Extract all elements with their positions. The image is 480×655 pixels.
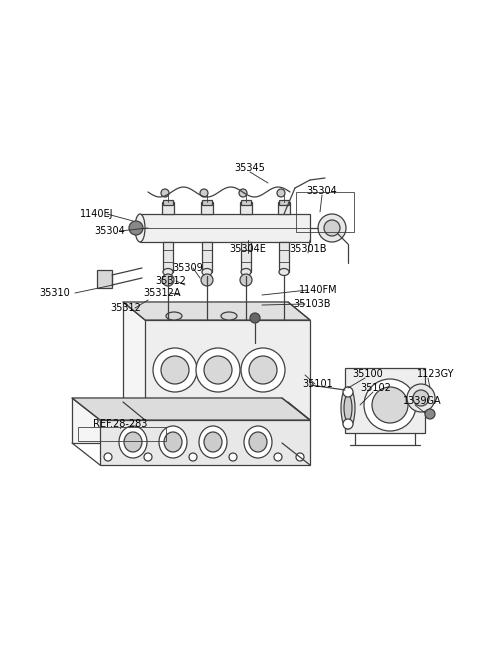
Bar xyxy=(296,192,354,232)
Circle shape xyxy=(239,189,247,197)
Bar xyxy=(202,242,212,272)
Bar xyxy=(163,200,173,205)
Ellipse shape xyxy=(221,312,237,320)
Ellipse shape xyxy=(244,426,272,458)
Bar xyxy=(72,398,282,443)
Circle shape xyxy=(129,221,143,235)
Text: 35310: 35310 xyxy=(40,288,71,298)
Ellipse shape xyxy=(163,269,173,276)
Text: 35101: 35101 xyxy=(302,379,334,389)
Text: 1140FM: 1140FM xyxy=(299,285,337,295)
Bar xyxy=(100,420,310,465)
Text: 35312A: 35312A xyxy=(143,288,181,298)
Bar xyxy=(145,320,310,420)
Ellipse shape xyxy=(202,269,212,276)
Bar xyxy=(345,368,425,433)
Circle shape xyxy=(200,189,208,197)
Text: 35312: 35312 xyxy=(110,303,142,313)
Text: 35304: 35304 xyxy=(95,226,125,236)
Bar xyxy=(97,270,112,288)
Ellipse shape xyxy=(324,220,340,236)
Ellipse shape xyxy=(279,269,289,276)
Text: REF.28-283: REF.28-283 xyxy=(93,419,147,429)
Ellipse shape xyxy=(119,426,147,458)
Bar xyxy=(279,242,289,272)
Circle shape xyxy=(250,313,260,323)
Circle shape xyxy=(189,453,197,461)
Polygon shape xyxy=(123,302,310,320)
Circle shape xyxy=(161,356,189,384)
Circle shape xyxy=(201,274,213,286)
Ellipse shape xyxy=(249,432,267,452)
Circle shape xyxy=(249,356,277,384)
Circle shape xyxy=(296,453,304,461)
Ellipse shape xyxy=(204,432,222,452)
Circle shape xyxy=(372,387,408,423)
Circle shape xyxy=(240,274,252,286)
Ellipse shape xyxy=(164,432,182,452)
Circle shape xyxy=(161,189,169,197)
Bar xyxy=(241,242,251,272)
Text: 35301B: 35301B xyxy=(289,244,327,254)
Bar xyxy=(202,200,212,205)
Text: 35304: 35304 xyxy=(307,186,337,196)
Circle shape xyxy=(407,384,435,412)
Circle shape xyxy=(153,348,197,392)
Text: 1140EJ: 1140EJ xyxy=(80,209,114,219)
Bar xyxy=(78,427,166,441)
Circle shape xyxy=(343,419,353,429)
Text: 35345: 35345 xyxy=(235,163,265,173)
Circle shape xyxy=(425,409,435,419)
Ellipse shape xyxy=(318,214,346,242)
Text: 35102: 35102 xyxy=(360,383,391,393)
Bar xyxy=(240,202,252,214)
Text: 35304E: 35304E xyxy=(229,244,266,254)
Bar xyxy=(123,302,288,402)
Ellipse shape xyxy=(124,432,142,452)
Bar xyxy=(162,202,174,214)
Text: 1123GY: 1123GY xyxy=(417,369,455,379)
Circle shape xyxy=(196,348,240,392)
Circle shape xyxy=(274,453,282,461)
Text: 35100: 35100 xyxy=(353,369,384,379)
Ellipse shape xyxy=(199,426,227,458)
Bar xyxy=(140,214,310,242)
Text: 35312: 35312 xyxy=(156,276,186,286)
Ellipse shape xyxy=(166,312,182,320)
Bar xyxy=(201,202,213,214)
Circle shape xyxy=(241,348,285,392)
Ellipse shape xyxy=(159,426,187,458)
Ellipse shape xyxy=(135,214,145,242)
Circle shape xyxy=(162,274,174,286)
Text: 35103B: 35103B xyxy=(293,299,331,309)
Circle shape xyxy=(204,356,232,384)
Circle shape xyxy=(413,390,429,406)
Circle shape xyxy=(343,387,353,397)
Text: 1339GA: 1339GA xyxy=(403,396,441,406)
Ellipse shape xyxy=(344,395,352,421)
Ellipse shape xyxy=(241,269,251,276)
Circle shape xyxy=(144,453,152,461)
Polygon shape xyxy=(72,398,310,420)
Bar xyxy=(163,242,173,272)
Text: 35309: 35309 xyxy=(173,263,204,273)
Bar xyxy=(278,202,290,214)
Bar xyxy=(279,200,289,205)
Circle shape xyxy=(364,379,416,431)
Circle shape xyxy=(229,453,237,461)
Ellipse shape xyxy=(341,387,355,429)
Bar xyxy=(241,200,251,205)
Circle shape xyxy=(277,189,285,197)
Circle shape xyxy=(104,453,112,461)
